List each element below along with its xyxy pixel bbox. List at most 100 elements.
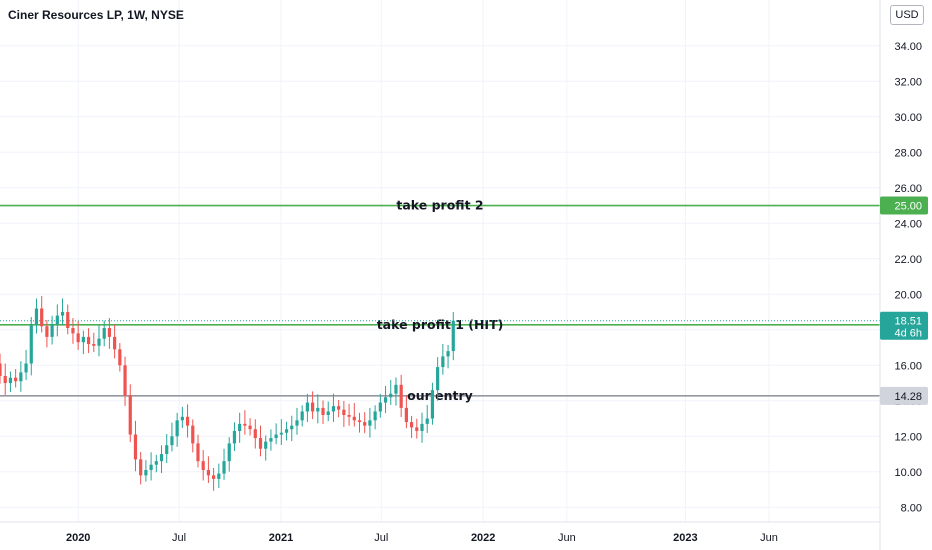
price-tick-label: 8.00 xyxy=(901,502,922,514)
price-tick-label: 28.00 xyxy=(894,147,922,159)
time-tick-label: 2023 xyxy=(673,532,697,544)
candle-body xyxy=(113,336,117,350)
candle-body xyxy=(154,461,158,465)
candle-body xyxy=(451,320,455,352)
candle-body xyxy=(139,459,143,476)
candle-body xyxy=(352,416,356,421)
candle-body xyxy=(60,312,65,316)
price-tick-label: 12.00 xyxy=(894,431,922,443)
candle-body xyxy=(311,402,315,412)
candle-body xyxy=(14,377,18,382)
candle-body xyxy=(425,418,429,424)
candle-body xyxy=(394,384,398,394)
candle-body xyxy=(337,406,341,410)
price-tick-label: 34.00 xyxy=(894,41,922,53)
candlestick-series xyxy=(0,296,455,491)
chart-grid xyxy=(0,0,880,522)
candle-body xyxy=(357,420,362,423)
price-tick-label: 26.00 xyxy=(894,183,922,195)
candle-body xyxy=(159,454,164,462)
candle-body xyxy=(326,411,330,415)
currency-button[interactable]: USD xyxy=(890,5,924,25)
candle-body xyxy=(201,461,205,471)
candle-body xyxy=(316,407,320,412)
candle-body xyxy=(175,420,179,437)
candle-body xyxy=(55,315,59,325)
candle-body xyxy=(305,402,309,412)
candle-body xyxy=(342,409,346,415)
candle-body xyxy=(133,434,138,460)
candle-body xyxy=(206,470,211,476)
price-tick-label: 30.00 xyxy=(894,112,922,124)
candle-body xyxy=(123,365,127,396)
candle-body xyxy=(409,422,414,428)
candle-body xyxy=(19,372,23,382)
level-annotation: take profit 2 xyxy=(396,198,483,213)
candle-body xyxy=(180,416,184,421)
candle-body xyxy=(274,434,278,439)
candle-body xyxy=(258,438,263,449)
candle-body xyxy=(128,395,132,435)
candle-body xyxy=(253,429,257,439)
level-price-tag-label: 14.28 xyxy=(894,391,922,403)
candle-body xyxy=(149,464,153,471)
candle-body xyxy=(165,445,169,455)
candle-body xyxy=(383,397,388,403)
candle-body xyxy=(185,416,190,426)
candle-body xyxy=(290,425,294,430)
candle-body xyxy=(97,338,101,346)
candle-body xyxy=(446,351,450,357)
price-levels: take profit 2 take profit 1 (HIT) our entr… xyxy=(0,198,880,403)
candle-body xyxy=(284,429,289,433)
current-price-value: 18.51 xyxy=(894,316,922,328)
time-tick-label: Jul xyxy=(374,532,388,544)
price-tick-label: 10.00 xyxy=(894,467,922,479)
candle-body xyxy=(227,443,231,462)
price-tick-label: 32.00 xyxy=(894,76,922,88)
candle-body xyxy=(212,475,216,479)
level-price-tag-label: 25.00 xyxy=(894,201,922,213)
candle-body xyxy=(24,363,28,373)
candle-body xyxy=(66,312,70,329)
candle-body xyxy=(415,427,419,431)
candle-body xyxy=(3,375,7,384)
bar-countdown: 4d 6h xyxy=(894,328,922,340)
current-price-tag xyxy=(880,311,928,340)
candle-body xyxy=(45,326,49,337)
price-tick-label: 22.00 xyxy=(894,254,922,266)
price-tick-label: 16.00 xyxy=(894,360,922,372)
candle-body xyxy=(331,406,336,412)
candle-body xyxy=(71,328,75,334)
candle-body xyxy=(222,461,226,474)
candle-body xyxy=(170,436,174,446)
candle-body xyxy=(368,420,372,426)
candle-body xyxy=(238,423,242,431)
candle-body xyxy=(81,336,85,343)
candle-body xyxy=(264,441,268,449)
candle-body xyxy=(363,422,367,426)
candle-body xyxy=(92,344,96,346)
price-tick-label: 24.00 xyxy=(894,218,922,230)
time-tick-label: Jul xyxy=(172,532,186,544)
candle-body xyxy=(295,420,299,426)
candle-body xyxy=(191,425,195,444)
candle-body xyxy=(107,328,112,337)
candle-body xyxy=(0,363,2,376)
price-axis[interactable]: 8.0010.0012.0014.0016.0018.0020.0022.002… xyxy=(879,0,922,550)
level-annotation: take profit 1 (HIT) xyxy=(377,317,504,332)
time-axis[interactable]: Jul2020Jul2021Jul2022Jun2023Jun xyxy=(0,521,880,544)
level-price-tag xyxy=(880,386,928,405)
level-price-tag xyxy=(880,196,928,215)
chart-title: Ciner Resources LP, 1W, NYSE xyxy=(8,8,184,22)
candle-body xyxy=(436,367,440,391)
candle-body xyxy=(196,443,200,462)
candle-body xyxy=(8,377,13,384)
candle-body xyxy=(50,324,54,337)
candle-body xyxy=(86,336,91,344)
candle-body xyxy=(248,425,252,430)
level-annotation: our entry xyxy=(407,388,473,403)
candle-body xyxy=(232,430,237,444)
candle-body xyxy=(40,308,44,327)
